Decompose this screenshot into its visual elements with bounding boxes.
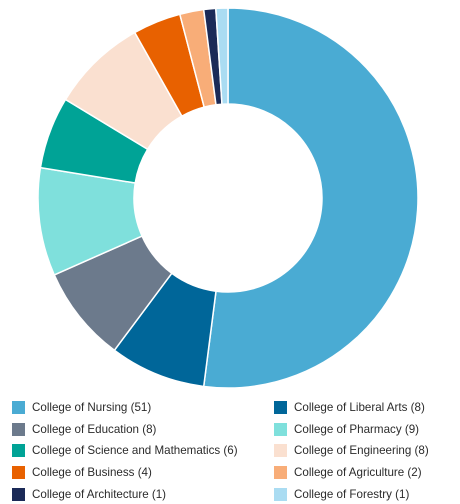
slice-college-of-forestry: [215, 7, 229, 105]
slice-college-of-nursing: [202, 7, 419, 389]
legend-swatch: [274, 466, 287, 480]
legend-swatch: [12, 466, 25, 480]
legend-swatch: [274, 422, 287, 436]
legend-item-education: College of Education (8): [12, 420, 274, 440]
legend-item-architecture: College of Architecture (1): [12, 484, 274, 504]
donut-slices: [37, 7, 419, 389]
legend-swatch: [274, 444, 287, 458]
legend-label: College of Nursing (51): [32, 401, 152, 415]
legend-item-science-mathematics: College of Science and Mathematics (6): [12, 441, 274, 461]
legend-label: College of Liberal Arts (8): [294, 401, 425, 415]
legend-swatch: [12, 487, 25, 501]
legend-label: College of Engineering (8): [294, 444, 429, 458]
legend-label: College of Forestry (1): [294, 487, 410, 501]
legend-label: College of Science and Mathematics (6): [32, 444, 238, 458]
legend-item-business: College of Business (4): [12, 463, 274, 483]
legend-swatch: [274, 401, 287, 415]
legend-swatch: [12, 444, 25, 458]
legend-label: College of Pharmacy (9): [294, 422, 420, 436]
legend-swatch: [12, 401, 25, 415]
donut-chart: [37, 7, 419, 389]
legend-item-engineering: College of Engineering (8): [274, 441, 452, 461]
legend-item-forestry: College of Forestry (1): [274, 484, 452, 504]
legend-label: College of Education (8): [32, 422, 157, 436]
legend-swatch: [12, 422, 25, 436]
legend-swatch: [274, 487, 287, 501]
legend-item-liberal-arts: College of Liberal Arts (8): [274, 398, 452, 418]
legend-label: College of Agriculture (2): [294, 466, 422, 480]
legend-label: College of Business (4): [32, 466, 152, 480]
legend-label: College of Architecture (1): [32, 487, 167, 501]
legend-item-nursing: College of Nursing (51): [12, 398, 274, 418]
legend-item-pharmacy: College of Pharmacy (9): [274, 420, 452, 440]
chart-legend: College of Nursing (51) College of Liber…: [12, 398, 452, 504]
legend-item-agriculture: College of Agriculture (2): [274, 463, 452, 483]
